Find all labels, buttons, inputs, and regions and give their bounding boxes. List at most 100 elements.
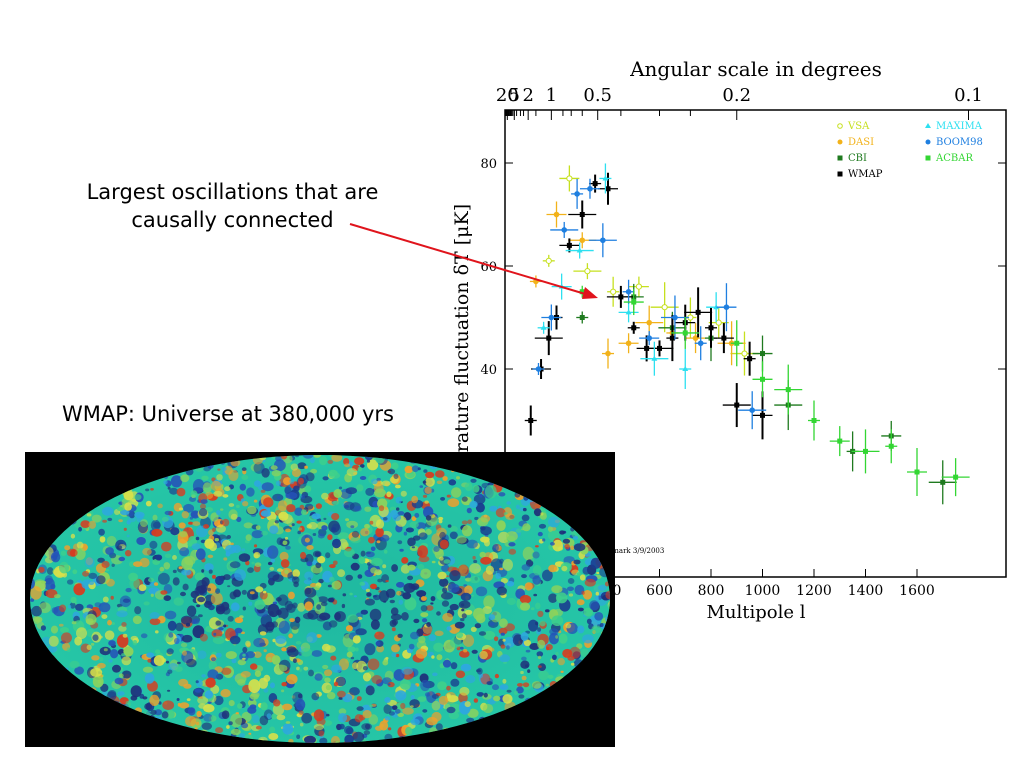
sky-fluctuation-spot (304, 587, 317, 598)
sky-fluctuation-spot (555, 635, 559, 639)
sky-fluctuation-spot (567, 586, 574, 592)
sky-fluctuation-spot (190, 511, 199, 518)
sky-fluctuation-spot (374, 488, 386, 498)
sky-fluctuation-spot (408, 643, 415, 650)
sky-fluctuation-spot (494, 673, 499, 679)
sky-fluctuation-spot (125, 550, 132, 557)
sky-fluctuation-spot (410, 718, 420, 726)
sky-fluctuation-spot (365, 588, 370, 593)
sky-fluctuation-spot (224, 486, 231, 492)
sky-fluctuation-spot (537, 531, 543, 537)
sky-fluctuation-spot (251, 561, 255, 565)
sky-fluctuation-spot (197, 696, 209, 705)
sky-fluctuation-spot (446, 685, 451, 691)
sky-fluctuation-spot (313, 709, 325, 722)
sky-fluctuation-spot (323, 517, 327, 521)
sky-fluctuation-spot (362, 672, 372, 682)
sky-fluctuation-spot (425, 471, 435, 479)
top-tick-label: 20 (496, 85, 519, 106)
sky-fluctuation-spot (366, 459, 371, 463)
wmap-point (546, 335, 552, 341)
sky-fluctuation-spot (182, 583, 189, 591)
sky-fluctuation-spot (387, 683, 391, 686)
sky-fluctuation-spot (326, 713, 330, 717)
sky-fluctuation-spot (178, 522, 186, 529)
sky-fluctuation-spot (409, 521, 419, 529)
sky-fluctuation-spot (277, 500, 288, 512)
sky-fluctuation-spot (245, 651, 256, 659)
sky-fluctuation-spot (446, 626, 452, 631)
sky-fluctuation-spot (416, 590, 427, 598)
sky-fluctuation-spot (359, 581, 366, 586)
sky-fluctuation-spot (203, 713, 213, 722)
vsa-point (635, 283, 643, 290)
sky-fluctuation-spot (178, 566, 183, 570)
sky-fluctuation-spot (411, 546, 415, 549)
sky-fluctuation-spot (473, 607, 485, 621)
sky-fluctuation-spot (290, 463, 299, 471)
wmap-point (721, 335, 727, 341)
sky-fluctuation-spot (181, 511, 189, 519)
sky-fluctuation-spot (370, 557, 383, 567)
sky-fluctuation-spot (104, 630, 115, 640)
sky-fluctuation-spot (263, 649, 267, 653)
sky-fluctuation-spot (272, 638, 276, 643)
sky-fluctuation-spot (296, 734, 301, 740)
top-tick-label: 0.5 (583, 85, 612, 106)
sky-fluctuation-spot (380, 534, 390, 542)
sky-fluctuation-spot (350, 656, 355, 660)
sky-fluctuation-spot (195, 680, 199, 684)
sky-fluctuation-spot (362, 666, 368, 671)
sky-fluctuation-spot (420, 596, 427, 601)
sky-fluctuation-spot (321, 643, 331, 652)
sky-fluctuation-spot (412, 535, 421, 541)
sky-fluctuation-spot (249, 693, 259, 700)
sky-fluctuation-spot (548, 564, 558, 573)
sky-fluctuation-spot (149, 618, 161, 626)
sky-fluctuation-spot (291, 523, 295, 527)
sky-fluctuation-spot (484, 484, 497, 499)
sky-fluctuation-spot (126, 534, 130, 538)
sky-fluctuation-spot (272, 601, 278, 605)
sky-fluctuation-spot (174, 666, 183, 672)
sky-fluctuation-spot (489, 622, 495, 626)
sky-fluctuation-spot (423, 469, 428, 473)
sky-fluctuation-spot (254, 599, 265, 610)
sky-fluctuation-spot (281, 647, 287, 652)
sky-fluctuation-spot (589, 600, 600, 611)
dasi-point (605, 350, 611, 357)
sky-fluctuation-spot (147, 658, 152, 663)
maxima-point (713, 304, 720, 310)
sky-fluctuation-spot (88, 520, 97, 529)
sky-fluctuation-spot (424, 500, 429, 504)
boom98-point (587, 185, 593, 192)
sky-fluctuation-spot (456, 535, 467, 544)
cbi-point (579, 315, 585, 320)
sky-fluctuation-spot (234, 617, 244, 624)
dasi-point (625, 340, 632, 347)
sky-fluctuation-spot (269, 566, 275, 571)
sky-fluctuation-spot (338, 712, 348, 723)
sky-fluctuation-spot (431, 694, 439, 699)
sky-fluctuation-spot (114, 677, 124, 685)
sky-fluctuation-spot (345, 625, 353, 632)
sky-fluctuation-spot (529, 643, 540, 650)
sky-fluctuation-spot (303, 579, 313, 585)
sky-fluctuation-spot (285, 528, 291, 533)
sky-fluctuation-spot (314, 585, 320, 591)
sky-fluctuation-spot (213, 490, 223, 497)
acbar-point (760, 376, 765, 382)
top-tick-label: 0.2 (722, 85, 751, 106)
sky-fluctuation-spot (273, 699, 281, 707)
sky-fluctuation-spot (38, 566, 45, 573)
sky-fluctuation-spot (210, 512, 219, 522)
sky-fluctuation-spot (182, 647, 187, 652)
sky-fluctuation-spot (499, 567, 504, 571)
wmap-point (592, 181, 598, 187)
sky-fluctuation-spot (292, 658, 297, 663)
callout-text: Largest oscillations that are causally c… (60, 178, 405, 234)
wmap-point (618, 294, 624, 300)
sky-fluctuation-spot (379, 720, 389, 731)
sky-fluctuation-spot (277, 568, 283, 572)
sky-fluctuation-spot (417, 563, 425, 571)
